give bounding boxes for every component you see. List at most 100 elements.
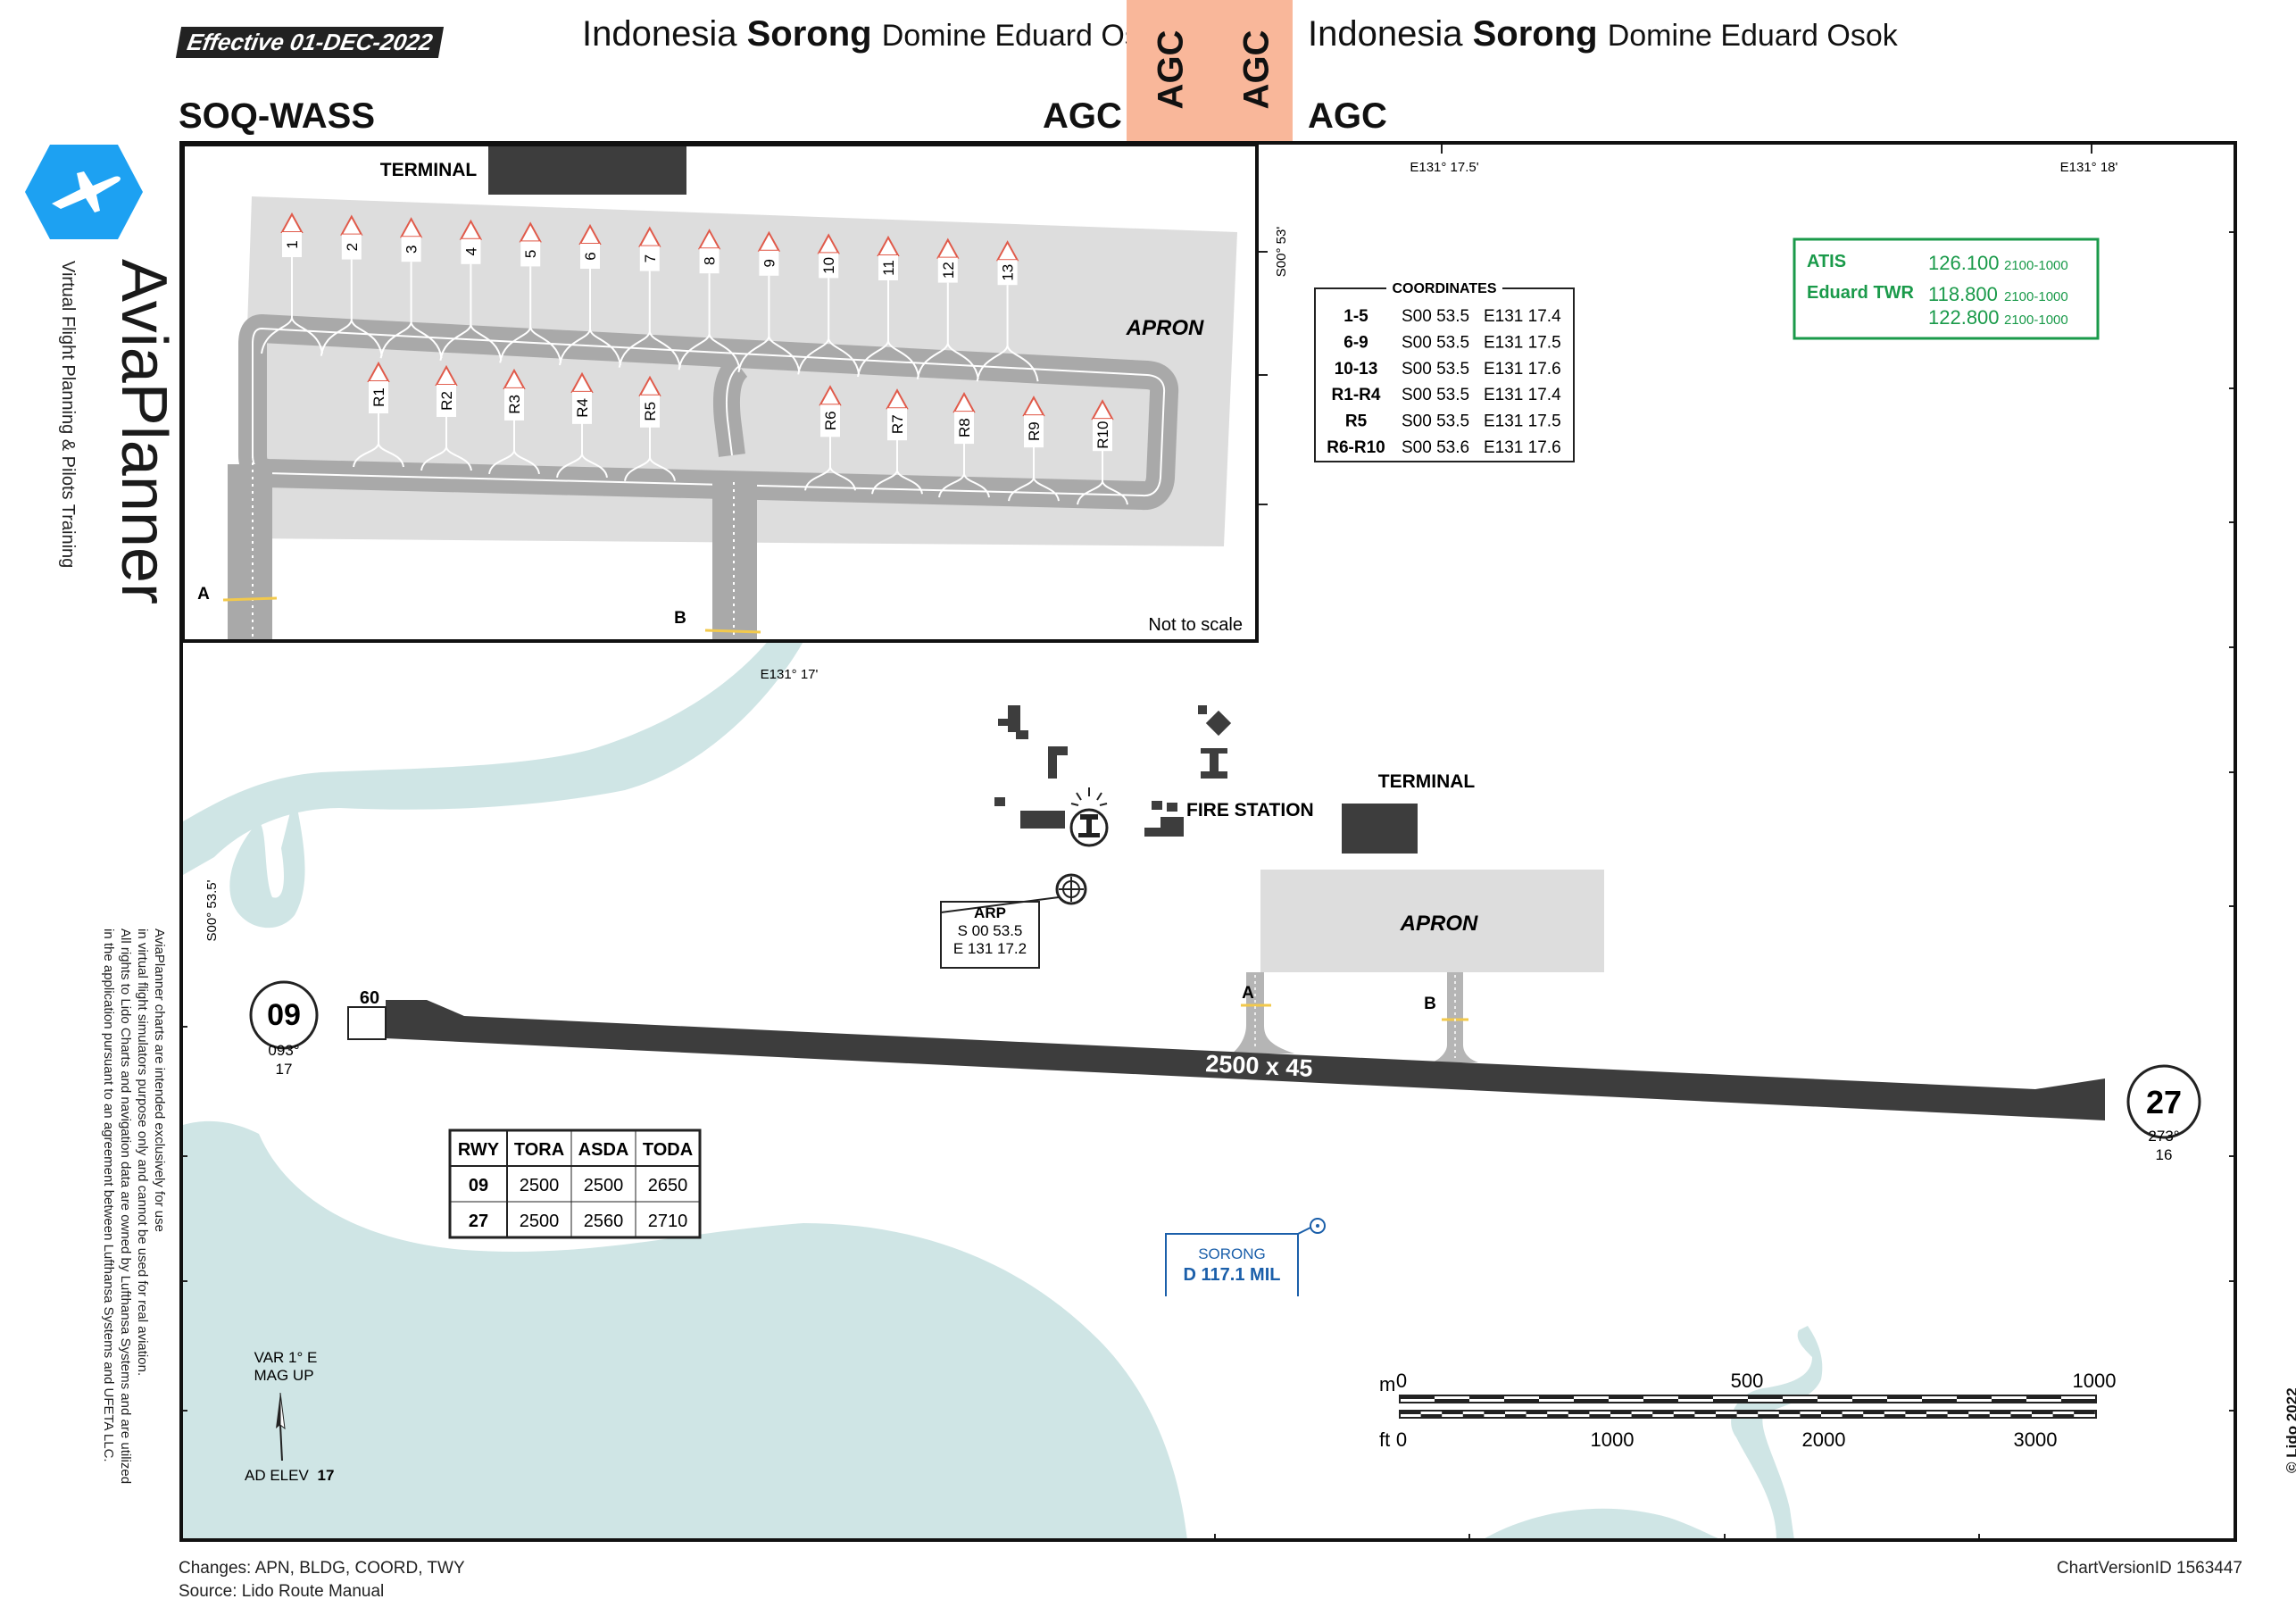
scale-bar: m ft 0 500 1000 0 1000 2000 3000 xyxy=(1379,1370,2116,1451)
runway-09-elevation: 17 xyxy=(276,1061,293,1078)
apron-area xyxy=(1260,870,1604,972)
coord-lon: E131 17.4 xyxy=(1484,307,1561,326)
stand-10: 10 xyxy=(797,233,861,375)
navaid-box: SORONG D 117.1 MIL xyxy=(1165,1218,1326,1296)
scale-ft-tick: 1000 xyxy=(1591,1428,1635,1451)
remote-stand-R7: R7 xyxy=(871,388,923,495)
stand-label: 1 xyxy=(284,240,301,248)
scale-ft-tick: 0 xyxy=(1396,1428,1407,1451)
stand-4: 4 xyxy=(439,219,503,361)
remote-stand-R8: R8 xyxy=(938,392,990,498)
inset-terminal-label: TERMINAL xyxy=(380,160,478,180)
coord-lon: E131 17.5 xyxy=(1484,333,1561,352)
stand-label: R2 xyxy=(438,391,455,411)
buildings xyxy=(994,705,1418,854)
coordinates-row: R1-R4 S00 53.5 E131 17.4 xyxy=(1332,386,1562,404)
airport-title-right: Indonesia Sorong Domine Eduard Osok xyxy=(1308,14,1898,54)
freq-service: Eduard TWR xyxy=(1807,283,1915,303)
table-header: RWY xyxy=(458,1140,500,1160)
scale-m-tick: 1000 xyxy=(2073,1370,2117,1392)
freq-hours: 2100-1000 xyxy=(2004,312,2068,328)
inset-terminal xyxy=(488,145,686,195)
runway-09-threshold-distance: 60 xyxy=(360,988,379,1008)
remote-stand-R10: R10 xyxy=(1077,399,1128,505)
table-header: TODA xyxy=(643,1140,693,1160)
coordinates-title: COORDINATES xyxy=(1392,281,1496,296)
runway xyxy=(386,1000,2105,1120)
coordinates-row: 10-13 S00 53.5 E131 17.6 xyxy=(1335,360,1561,379)
stand-3: 3 xyxy=(379,217,443,359)
chart-frame xyxy=(179,141,2237,1542)
stand-8: 8 xyxy=(678,229,741,371)
coord-stands: R5 xyxy=(1345,412,1368,431)
stand-9: 9 xyxy=(737,230,801,372)
stand-label: 10 xyxy=(820,257,837,274)
stand-label: 5 xyxy=(522,250,539,258)
stand-1: 1 xyxy=(261,212,323,354)
airport-title-left: Indonesia Sorong Domine Eduard Osok xyxy=(582,14,1172,54)
coord-lon: E131 17.6 xyxy=(1484,360,1561,379)
stand-label: R4 xyxy=(574,398,591,418)
stand-label: R5 xyxy=(642,402,659,421)
coordinates-row: 6-9 S00 53.5 E131 17.5 xyxy=(1343,333,1560,352)
stand-label: 8 xyxy=(702,256,719,264)
freq-service: ATIS xyxy=(1807,252,1846,271)
stand-label: R6 xyxy=(822,411,839,430)
stand-label: 13 xyxy=(1000,264,1017,281)
stand-label: 2 xyxy=(344,243,361,251)
airport-name: Domine Eduard Osok xyxy=(1607,19,1898,53)
source-note: Source: Lido Route Manual xyxy=(179,1582,385,1601)
inset-lat-label: S00° 53' xyxy=(1274,227,1289,278)
magnetic-variation: VAR 1° E xyxy=(254,1349,318,1366)
scale-m-tick: 500 xyxy=(1731,1370,1764,1392)
longitude-label: E131° 17' xyxy=(761,667,819,682)
inset-taxiway-b-label: B xyxy=(674,609,686,628)
remote-stand-R5: R5 xyxy=(624,375,676,482)
airport-tab: AGC AGC xyxy=(1127,0,1293,141)
ad-elevation: AD ELEV 17 xyxy=(245,1467,334,1484)
iata-code-left: AGC xyxy=(1043,96,1122,136)
coordinates-row: R5 S00 53.5 E131 17.5 xyxy=(1345,412,1561,431)
scale-ft-tick: 2000 xyxy=(1802,1428,1846,1451)
copyright: © Lido 2022 xyxy=(2284,1387,2296,1473)
runway-09-number: 09 xyxy=(267,998,301,1032)
coord-lat: S00 53.5 xyxy=(1402,360,1469,379)
inset-taxiway-a xyxy=(228,464,272,641)
stand-label: 11 xyxy=(880,260,897,276)
water xyxy=(183,625,1823,1540)
runway-09-bearing: 093° xyxy=(268,1042,299,1059)
stand-label: 4 xyxy=(462,247,479,255)
coord-stands: 1-5 xyxy=(1343,307,1368,326)
icao-code: SOQ-WASS xyxy=(179,96,376,136)
table-cell: 2560 xyxy=(584,1212,624,1231)
runway-dimensions: 2500 x 45 xyxy=(1205,1050,1313,1082)
stand-7: 7 xyxy=(618,226,681,368)
coord-lat: S00 53.5 xyxy=(1402,412,1469,431)
runway-27-bearing: 273° xyxy=(2148,1128,2179,1145)
frequency-box: ATIS 126.100 2100-1000 Eduard TWR 118.80… xyxy=(1793,237,2100,340)
stand-label: R9 xyxy=(1026,421,1043,441)
inset-lon-label-1: E131° 17.5' xyxy=(1410,160,1478,175)
scale-ft-tick: 3000 xyxy=(2014,1428,2058,1451)
coord-lat: S00 53.5 xyxy=(1402,333,1469,352)
arp-box xyxy=(940,901,1040,969)
iata-code-right: AGC xyxy=(1308,96,1387,136)
fire-station-label: FIRE STATION xyxy=(1186,800,1314,820)
table-cell: 27 xyxy=(469,1212,488,1231)
table-cell: 2710 xyxy=(648,1212,688,1231)
stand-label: R8 xyxy=(956,418,973,437)
declared-distances-table: RWY TORA ASDA TODA 09 2500 2500 2650 27 … xyxy=(448,1128,702,1239)
inset-taxiway-a-label: A xyxy=(197,585,210,604)
inset-lon-label-2: E131° 18' xyxy=(2060,160,2118,175)
ad-elevation-value: 17 xyxy=(318,1467,335,1484)
runway-27-elevation: 16 xyxy=(2156,1146,2173,1163)
terminal-label: TERMINAL xyxy=(1378,771,1476,792)
aviaplanner-logo-icon xyxy=(25,145,143,239)
stand-12: 12 xyxy=(916,237,979,379)
city-name: Sorong xyxy=(1472,14,1598,54)
chart-version: ChartVersionID 1563447 xyxy=(2056,1559,2242,1578)
navaid-name: SORONG xyxy=(1198,1245,1266,1262)
apron-label: APRON xyxy=(1400,912,1478,936)
country-name: Indonesia xyxy=(582,14,737,54)
